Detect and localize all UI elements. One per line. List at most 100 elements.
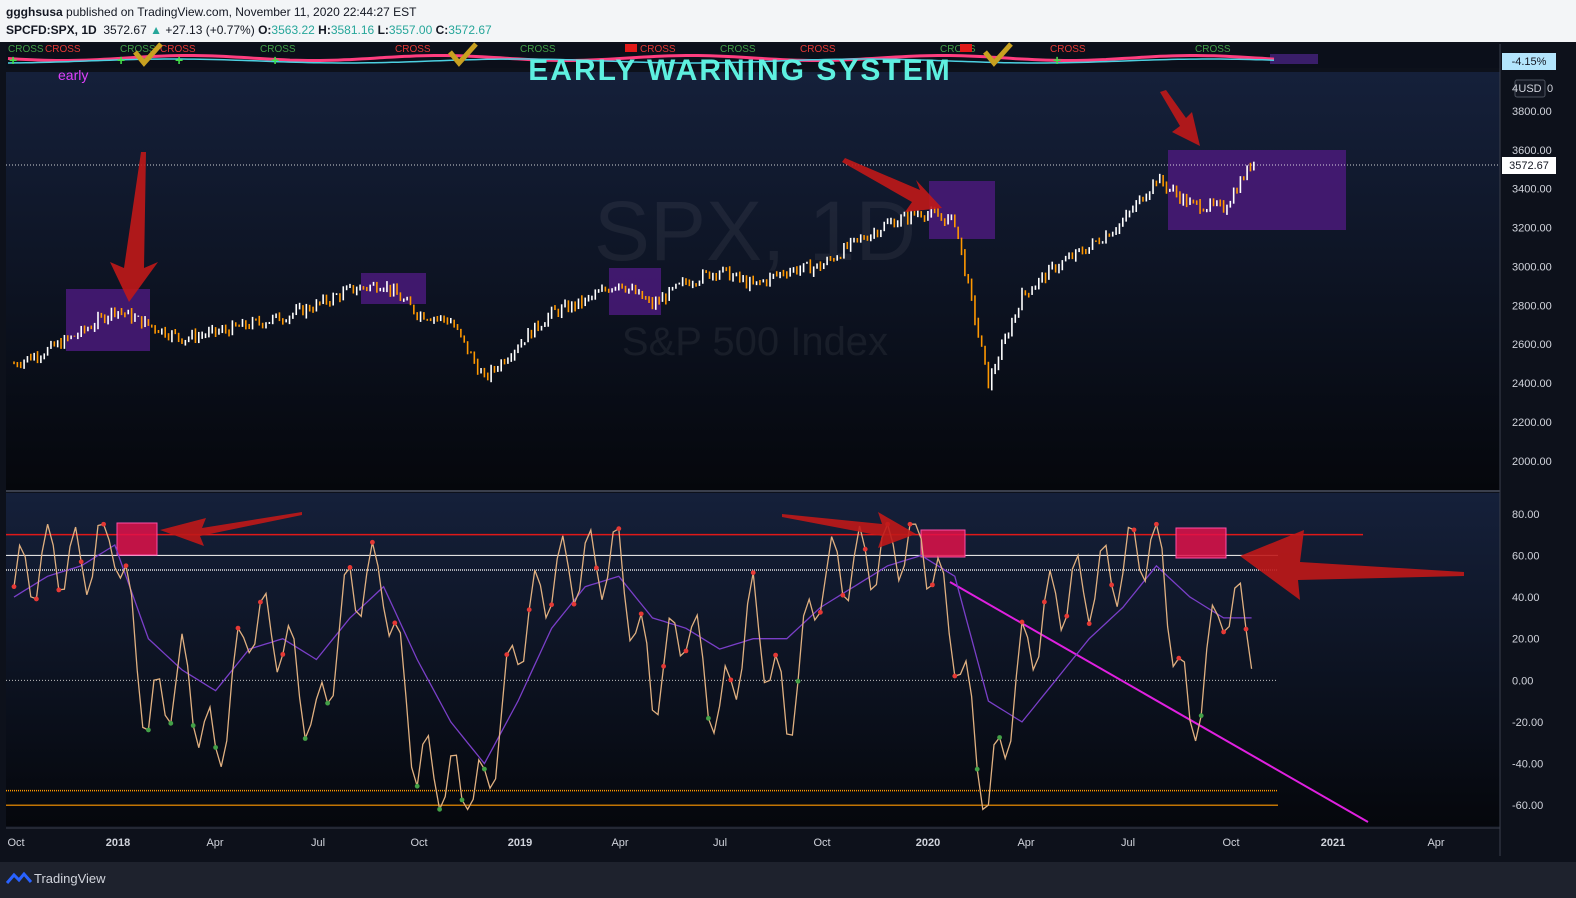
osc-signal-dot — [750, 570, 756, 576]
symbol-label: SPCFD:SPX, 1D — [6, 23, 97, 37]
chart-canvas[interactable]: EARLY WARNING SYSTEM early CROSS CROSS CRO… — [0, 42, 1576, 862]
osc-signal-dot — [482, 766, 487, 772]
arrow-icon — [1240, 530, 1464, 600]
cross-label: CROSS — [1050, 44, 1086, 55]
publish-info: ggghsusa published on TradingView.com, N… — [6, 5, 416, 19]
oscillator-reference-lines — [6, 533, 1363, 806]
time-tick-label: 2021 — [1321, 837, 1345, 849]
osc-signal-dot — [235, 625, 241, 631]
osc-signal-dot — [146, 727, 151, 733]
osc-signal-dot — [1109, 582, 1114, 588]
osc-signal-dot — [11, 584, 17, 590]
publisher-name[interactable]: ggghsusa — [6, 5, 63, 19]
osc-signal-dot — [638, 611, 644, 617]
price-tick-label: 2200.00 — [1512, 417, 1552, 429]
close-value: 3572.67 — [448, 23, 492, 37]
price-axis[interactable]: 3800.00 3600.00 3400.00 3200.00 3000.00 2800.… — [1512, 106, 1552, 468]
osc-signal-dot — [78, 559, 84, 565]
osc-signal-dot — [907, 521, 913, 527]
osc-tick-label: 0.00 — [1512, 675, 1533, 687]
early-warning-strip: EARLY WARNING SYSTEM early CROSS CROSS CRO… — [7, 42, 1318, 87]
price-tick-label: 2600.00 — [1512, 339, 1552, 351]
price-highlight-boxes — [66, 150, 1346, 351]
osc-signal-dot — [549, 602, 554, 608]
price-tick-label: 3200.00 — [1512, 223, 1552, 235]
arrow-icon — [782, 512, 916, 548]
strip-value-badge-text: -4.15% — [1512, 56, 1547, 68]
published-text: published on TradingView.com, November 1… — [66, 5, 417, 19]
time-tick-label: Apr — [611, 837, 628, 849]
osc-tick-label: -40.00 — [1512, 759, 1543, 771]
tradingview-logo-icon[interactable] — [6, 870, 32, 886]
oscillator-signal-line[interactable] — [13, 544, 1252, 765]
footer-bar: TradingView — [0, 862, 1576, 898]
price-axis-partial-tick-right: 0 — [1547, 83, 1553, 95]
osc-signal-dot — [1154, 521, 1159, 527]
osc-signal-dot — [1176, 655, 1182, 661]
osc-signal-dot — [370, 539, 375, 545]
time-tick-label: Apr — [1017, 837, 1034, 849]
checkmark-icon — [448, 42, 478, 67]
osc-signal-dot — [302, 736, 308, 741]
chart-header: ggghsusa published on TradingView.com, N… — [0, 0, 1576, 42]
time-tick-label: Jul — [1121, 837, 1135, 849]
oscillator-axis[interactable]: 80.00 60.00 40.00 20.00 0.00 -20.00 -40.00 -60.… — [1512, 509, 1543, 812]
cross-label: CROSS — [120, 44, 156, 55]
osc-signal-dot — [795, 678, 801, 684]
time-axis[interactable]: Oct 2018 Apr Jul Oct 2019 Apr Jul Oct 2020 Apr Jul O… — [7, 837, 1444, 849]
price-tick-label: 2000.00 — [1512, 456, 1552, 468]
oscillator-highlight-boxes — [116, 522, 1227, 559]
footer-brand[interactable]: TradingView — [34, 871, 106, 886]
osc-signal-dot — [1019, 619, 1025, 625]
highlight-box-2020-feb — [929, 181, 995, 239]
time-tick-label: 2019 — [508, 837, 532, 849]
symbol-watermark: SPX, 1D — [594, 184, 916, 278]
cross-label: CROSS — [45, 44, 81, 55]
osc-signal-dot — [1243, 626, 1249, 632]
time-tick-label: 2018 — [106, 837, 130, 849]
osc-signal-dot — [706, 715, 711, 721]
price-change: +27.13 (+0.77%) — [165, 23, 255, 37]
strip-value-badge — [1502, 53, 1556, 70]
signal-flag-icon — [960, 44, 972, 52]
plus-signal-icon: + — [1053, 52, 1061, 68]
osc-box — [116, 522, 158, 556]
checkmark-icon — [133, 42, 163, 67]
osc-signal-dot — [616, 526, 622, 532]
last-price: 3572.67 — [103, 23, 147, 37]
osc-signal-dot — [101, 521, 106, 527]
currency-badge[interactable] — [1514, 79, 1546, 98]
oscillator-pane[interactable] — [6, 493, 1500, 826]
strip-signal-marks: CROSS CROSS CROSS CROSS CROSS CROSS CROSS CROSS… — [8, 42, 1231, 68]
price-series[interactable] — [13, 161, 1255, 391]
cross-label: CROSS — [395, 44, 431, 55]
cross-label: CROSS — [1195, 44, 1231, 55]
name-watermark: S&P 500 Index — [622, 320, 888, 364]
osc-signal-dot — [1064, 613, 1070, 619]
osc-signal-dot — [325, 700, 330, 706]
oscillator-fast-line[interactable] — [13, 521, 1253, 812]
last-price-badge-text: 3572.67 — [1509, 160, 1549, 172]
time-tick-label: Apr — [206, 837, 223, 849]
close-label: C: — [435, 23, 449, 37]
time-tick-label: Oct — [410, 837, 427, 849]
osc-signal-dot — [168, 720, 174, 726]
strip-line-a — [7, 54, 1275, 62]
osc-signal-dot — [1042, 599, 1047, 605]
price-arrows — [110, 90, 1200, 302]
signal-flag-icon — [625, 44, 637, 52]
osc-tick-label: 20.00 — [1512, 634, 1540, 646]
price-tick-label: 2400.00 — [1512, 378, 1552, 390]
osc-signal-dot — [213, 745, 219, 750]
cross-label: CROSS — [8, 44, 44, 55]
osc-box — [1175, 527, 1227, 559]
high-value: 3581.16 — [330, 23, 375, 37]
plus-signal-icon: + — [9, 52, 17, 68]
change-up-icon: ▲ — [150, 23, 162, 37]
currency-label: USD — [1518, 83, 1541, 95]
low-label: L: — [377, 23, 389, 37]
osc-signal-dot — [997, 735, 1002, 740]
osc-signal-dot — [280, 651, 286, 657]
oscillator-signal-dots — [11, 521, 1249, 812]
osc-signal-dot — [840, 592, 846, 598]
